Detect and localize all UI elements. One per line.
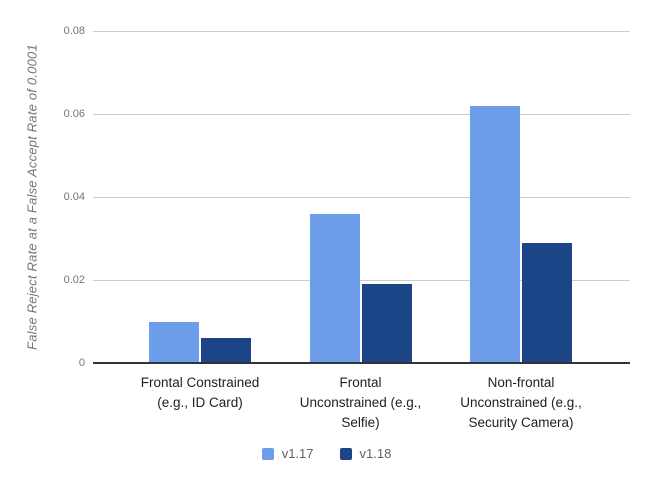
legend-swatch-icon bbox=[339, 447, 352, 460]
y-tick-label: 0 bbox=[78, 357, 85, 369]
gridline bbox=[93, 113, 630, 115]
x-category-label-3: Non-frontal Unconstrained (e.g., Securit… bbox=[460, 375, 582, 430]
y-tick-label: 0.06 bbox=[63, 108, 85, 120]
legend-item-v1.18[interactable]: v1.18 bbox=[339, 446, 392, 461]
bar-v1.18-category-2[interactable] bbox=[361, 284, 412, 363]
gridline bbox=[93, 196, 630, 198]
bar-v1.18-category-3[interactable] bbox=[522, 242, 572, 363]
legend-label: v1.17 bbox=[281, 446, 314, 461]
legend-item-v1.17[interactable]: v1.17 bbox=[261, 446, 314, 461]
y-tick-label: 0.08 bbox=[63, 25, 85, 37]
x-category-label-2: Frontal Unconstrained (e.g., Selfie) bbox=[299, 375, 422, 430]
gridline bbox=[93, 30, 630, 32]
bar-v1.17-category-2[interactable] bbox=[309, 213, 360, 363]
legend-swatch-icon bbox=[261, 447, 274, 460]
gridline bbox=[93, 279, 630, 281]
legend: v1.17 v1.18 bbox=[0, 446, 653, 461]
y-tick-label: 0.02 bbox=[63, 274, 85, 286]
bar-v1.18-category-1[interactable] bbox=[201, 338, 251, 363]
bar-v1.17-category-1[interactable] bbox=[149, 321, 199, 363]
y-tick-label: 0.04 bbox=[63, 191, 85, 203]
bar-v1.17-category-3[interactable] bbox=[470, 105, 520, 363]
y-axis-title: False Reject Rate at a False Accept Rate… bbox=[24, 44, 40, 350]
x-axis-line bbox=[93, 362, 630, 364]
x-category-label-1: Frontal Constrained (e.g., ID Card) bbox=[140, 375, 260, 410]
legend-label: v1.18 bbox=[359, 446, 392, 461]
